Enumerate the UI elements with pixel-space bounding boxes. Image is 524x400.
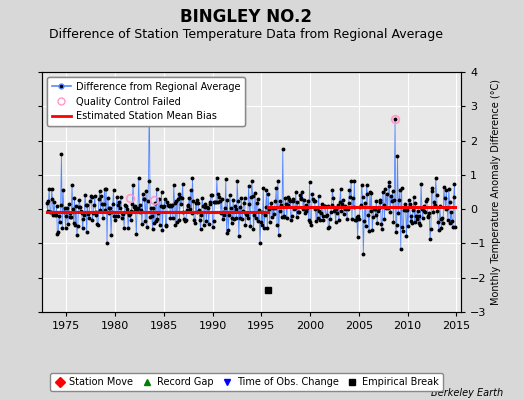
Y-axis label: Monthly Temperature Anomaly Difference (°C): Monthly Temperature Anomaly Difference (… [491, 79, 501, 305]
Legend: Difference from Regional Average, Quality Control Failed, Estimated Station Mean: Difference from Regional Average, Qualit… [47, 77, 245, 126]
Text: Berkeley Earth: Berkeley Earth [431, 388, 503, 398]
Text: BINGLEY NO.2: BINGLEY NO.2 [180, 8, 312, 26]
Legend: Station Move, Record Gap, Time of Obs. Change, Empirical Break: Station Move, Record Gap, Time of Obs. C… [50, 373, 443, 391]
Text: Difference of Station Temperature Data from Regional Average: Difference of Station Temperature Data f… [49, 28, 443, 41]
